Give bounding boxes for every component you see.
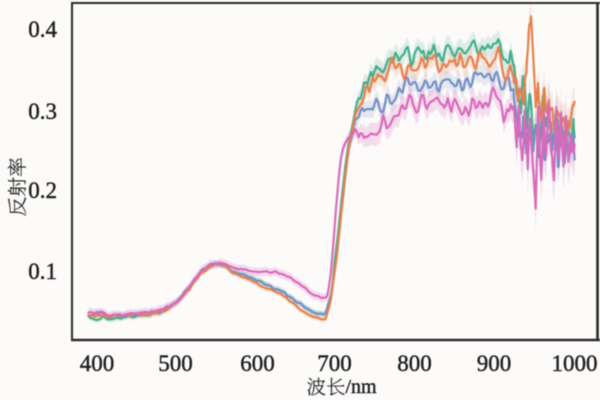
svg-text:700: 700 (317, 351, 352, 376)
svg-text:600: 600 (240, 351, 275, 376)
svg-text:500: 500 (158, 351, 193, 376)
svg-text:1000: 1000 (552, 351, 598, 376)
svg-text:400: 400 (80, 351, 115, 376)
svg-text:0.1: 0.1 (28, 259, 57, 284)
svg-text:0.4: 0.4 (28, 17, 57, 42)
svg-text:800: 800 (397, 351, 432, 376)
svg-text:0.2: 0.2 (28, 178, 57, 203)
svg-text:/nm: /nm (346, 376, 378, 398)
svg-text:0.3: 0.3 (28, 99, 57, 124)
svg-text:900: 900 (477, 351, 512, 376)
